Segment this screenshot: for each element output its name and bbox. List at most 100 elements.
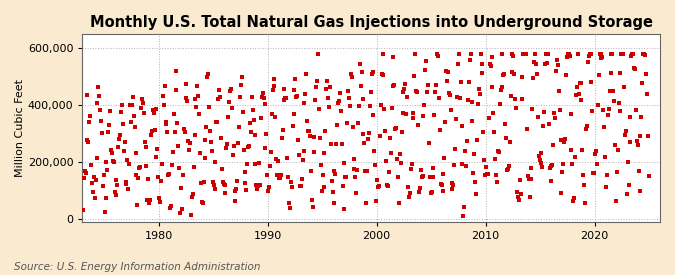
Point xyxy=(113,145,124,149)
Point xyxy=(562,54,572,59)
Point xyxy=(634,189,645,193)
Point xyxy=(643,133,653,138)
Point xyxy=(526,166,537,170)
Point xyxy=(407,116,418,120)
Point xyxy=(134,166,144,170)
Point xyxy=(138,101,148,105)
Point xyxy=(284,201,294,206)
Point xyxy=(308,150,319,154)
Point xyxy=(562,52,573,56)
Point xyxy=(529,60,539,65)
Point xyxy=(525,177,536,182)
Point xyxy=(343,89,354,93)
Point xyxy=(367,69,378,74)
Point xyxy=(477,71,488,75)
Point xyxy=(358,132,369,136)
Point xyxy=(122,157,133,162)
Point xyxy=(591,162,602,166)
Point xyxy=(643,173,654,178)
Point xyxy=(188,192,198,196)
Point xyxy=(246,130,256,135)
Point xyxy=(262,172,273,177)
Point xyxy=(431,52,442,56)
Point xyxy=(250,161,261,166)
Point xyxy=(105,109,115,114)
Point xyxy=(315,136,325,140)
Point xyxy=(157,161,167,166)
Y-axis label: Million Cubic Feet: Million Cubic Feet xyxy=(15,79,25,177)
Point xyxy=(344,103,355,108)
Point xyxy=(596,56,607,60)
Point xyxy=(109,190,120,194)
Point xyxy=(323,95,333,100)
Point xyxy=(221,146,232,150)
Point xyxy=(213,96,223,101)
Point xyxy=(628,52,639,56)
Point xyxy=(288,124,298,129)
Point xyxy=(225,87,236,92)
Point xyxy=(91,156,102,160)
Point xyxy=(163,173,173,177)
Point xyxy=(607,52,618,56)
Point xyxy=(605,71,616,75)
Point xyxy=(155,178,166,183)
Point xyxy=(240,181,251,185)
Point xyxy=(204,104,215,109)
Point xyxy=(531,62,541,66)
Point xyxy=(373,185,383,189)
Point xyxy=(302,119,313,123)
Point xyxy=(569,196,580,200)
Point xyxy=(609,99,620,103)
Point xyxy=(459,205,470,210)
Point xyxy=(225,89,236,93)
Point xyxy=(488,111,499,115)
Point xyxy=(412,90,423,94)
Point xyxy=(236,83,246,88)
Point xyxy=(524,195,535,200)
Point xyxy=(352,121,363,125)
Point xyxy=(557,170,568,174)
Point xyxy=(439,156,450,161)
Point xyxy=(540,62,551,67)
Point xyxy=(120,182,131,186)
Point xyxy=(186,212,196,217)
Point xyxy=(84,120,95,124)
Point xyxy=(119,140,130,144)
Point xyxy=(129,125,140,129)
Point xyxy=(236,75,247,79)
Point xyxy=(92,100,103,105)
Point xyxy=(544,166,555,171)
Point xyxy=(313,52,323,56)
Point xyxy=(624,139,635,144)
Point xyxy=(185,141,196,145)
Point xyxy=(387,84,398,88)
Point xyxy=(217,167,227,171)
Point xyxy=(114,137,125,141)
Point xyxy=(109,160,119,164)
Point xyxy=(397,111,408,115)
Point xyxy=(86,162,97,167)
Point xyxy=(428,166,439,170)
Point xyxy=(533,153,544,158)
Point xyxy=(520,52,531,56)
Point xyxy=(514,198,524,202)
Point xyxy=(548,143,559,147)
Point xyxy=(252,186,263,191)
Point xyxy=(588,171,599,175)
Point xyxy=(222,142,233,147)
Point xyxy=(302,128,313,133)
Point xyxy=(126,103,137,107)
Point xyxy=(133,176,144,180)
Point xyxy=(103,130,113,134)
Point xyxy=(314,106,325,111)
Point xyxy=(371,199,381,204)
Point xyxy=(608,89,618,94)
Point xyxy=(497,85,508,89)
Point xyxy=(455,80,466,84)
Point xyxy=(338,161,349,166)
Point xyxy=(437,189,448,193)
Point xyxy=(536,151,547,155)
Point xyxy=(197,201,208,205)
Point xyxy=(362,169,373,174)
Point xyxy=(636,115,647,119)
